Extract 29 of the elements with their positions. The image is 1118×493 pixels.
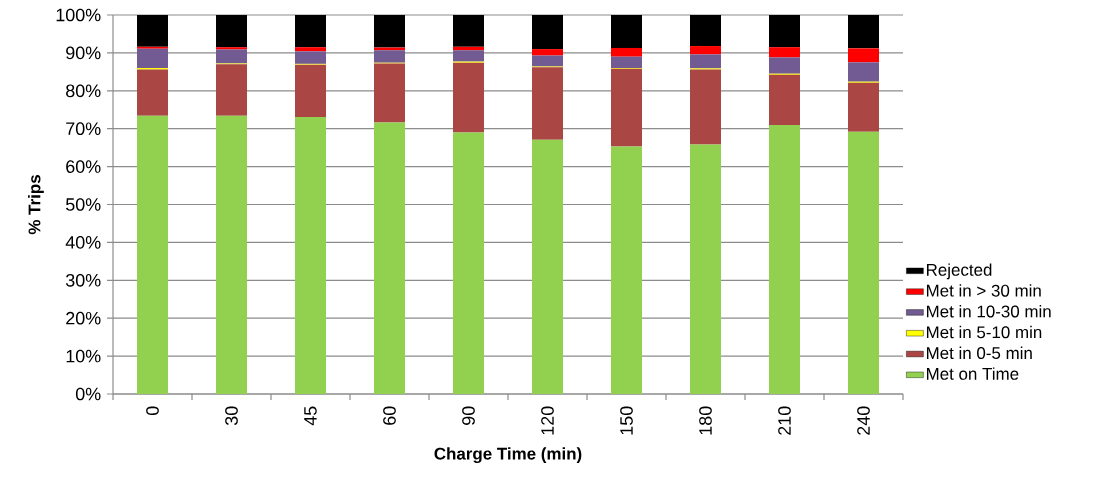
x-tick-label: 30 [225, 406, 238, 426]
x-tick-label: 240 [857, 406, 870, 435]
legend-label: Met in 0-5 min [926, 346, 1032, 360]
x-tick-label: 120 [541, 406, 554, 435]
x-tick-label: 210 [778, 406, 791, 435]
y-tick-label: 30% [65, 273, 101, 287]
y-tick-label: 70% [66, 122, 101, 136]
legend-label: Met in 5-10 min [926, 325, 1042, 339]
x-tick-label: 60 [383, 406, 396, 425]
y-tick-label: 10% [66, 349, 101, 363]
legend-label: Met in 10-30 min [926, 305, 1051, 318]
y-tick-label: 0% [75, 387, 101, 401]
x-tick-label: 180 [699, 406, 712, 435]
x-axis-title: Charge Time (min) [434, 447, 582, 464]
y-tick-label: 20% [66, 311, 101, 325]
x-tick-label: 150 [620, 406, 633, 435]
x-tick-label: 0 [146, 406, 159, 416]
y-tick-label: 40% [65, 236, 101, 249]
y-tick-label: 100% [56, 8, 101, 22]
y-tick-label: 50% [65, 198, 101, 211]
legend-label: Met on Time [926, 367, 1019, 380]
legend-label: Rejected [926, 263, 992, 280]
y-tick-label: 80% [66, 84, 101, 98]
legend-label: Met in > 30 min [926, 284, 1041, 297]
y-axis-title: % Trips [28, 175, 44, 235]
x-tick-label: 45 [304, 406, 317, 426]
y-tick-label: 90% [66, 46, 101, 60]
x-tick-label: 90 [462, 406, 475, 425]
y-tick-label: 60% [66, 160, 101, 173]
